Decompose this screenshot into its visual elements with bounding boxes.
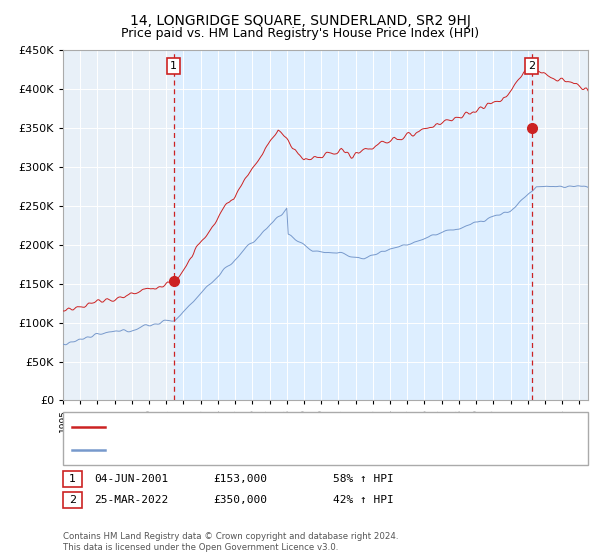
Bar — [173, 50, 532, 400]
Text: £350,000: £350,000 — [213, 495, 267, 505]
Text: 14, LONGRIDGE SQUARE, SUNDERLAND, SR2 9HJ: 14, LONGRIDGE SQUARE, SUNDERLAND, SR2 9H… — [130, 14, 470, 28]
Text: 42% ↑ HPI: 42% ↑ HPI — [333, 495, 394, 505]
Text: 2: 2 — [69, 495, 76, 505]
Text: £153,000: £153,000 — [213, 474, 267, 484]
Text: 2: 2 — [528, 61, 535, 71]
Text: Price paid vs. HM Land Registry's House Price Index (HPI): Price paid vs. HM Land Registry's House … — [121, 27, 479, 40]
Text: 1: 1 — [170, 61, 177, 71]
Text: 58% ↑ HPI: 58% ↑ HPI — [333, 474, 394, 484]
Text: 04-JUN-2001: 04-JUN-2001 — [94, 474, 169, 484]
Text: 14, LONGRIDGE SQUARE, SUNDERLAND, SR2 9HJ (detached house): 14, LONGRIDGE SQUARE, SUNDERLAND, SR2 9H… — [111, 422, 447, 432]
Text: 1: 1 — [69, 474, 76, 484]
Text: Contains HM Land Registry data © Crown copyright and database right 2024.
This d: Contains HM Land Registry data © Crown c… — [63, 532, 398, 552]
Text: 25-MAR-2022: 25-MAR-2022 — [94, 495, 169, 505]
Text: HPI: Average price, detached house, Sunderland: HPI: Average price, detached house, Sund… — [111, 445, 353, 455]
